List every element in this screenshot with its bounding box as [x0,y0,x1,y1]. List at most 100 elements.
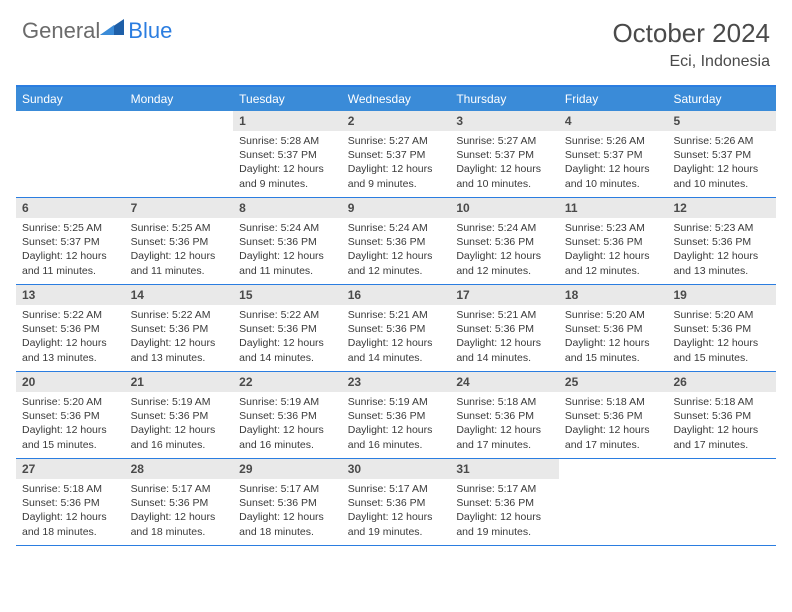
day-cell: 11Sunrise: 5:23 AMSunset: 5:36 PMDayligh… [559,198,668,284]
day-number: 6 [16,198,125,218]
day-details: Sunrise: 5:19 AMSunset: 5:36 PMDaylight:… [342,392,451,456]
day-cell [16,111,125,197]
dow-sunday: Sunday [16,87,125,111]
day-cell: 14Sunrise: 5:22 AMSunset: 5:36 PMDayligh… [125,285,234,371]
day-number: 12 [667,198,776,218]
day-details: Sunrise: 5:19 AMSunset: 5:36 PMDaylight:… [125,392,234,456]
day-number: 14 [125,285,234,305]
day-details: Sunrise: 5:19 AMSunset: 5:36 PMDaylight:… [233,392,342,456]
day-cell: 16Sunrise: 5:21 AMSunset: 5:36 PMDayligh… [342,285,451,371]
day-cell: 12Sunrise: 5:23 AMSunset: 5:36 PMDayligh… [667,198,776,284]
day-number: 7 [125,198,234,218]
day-cell [667,459,776,545]
day-number: 2 [342,111,451,131]
day-details: Sunrise: 5:17 AMSunset: 5:36 PMDaylight:… [233,479,342,543]
day-number: 31 [450,459,559,479]
dow-wednesday: Wednesday [342,87,451,111]
dow-thursday: Thursday [450,87,559,111]
day-details: Sunrise: 5:26 AMSunset: 5:37 PMDaylight:… [559,131,668,195]
day-number: 26 [667,372,776,392]
header: General Blue October 2024 Eci, Indonesia [0,0,792,79]
day-details: Sunrise: 5:28 AMSunset: 5:37 PMDaylight:… [233,131,342,195]
day-details: Sunrise: 5:18 AMSunset: 5:36 PMDaylight:… [16,479,125,543]
day-cell: 30Sunrise: 5:17 AMSunset: 5:36 PMDayligh… [342,459,451,545]
day-number: 13 [16,285,125,305]
day-cell: 26Sunrise: 5:18 AMSunset: 5:36 PMDayligh… [667,372,776,458]
day-number: 11 [559,198,668,218]
day-number [559,459,668,465]
day-cell: 15Sunrise: 5:22 AMSunset: 5:36 PMDayligh… [233,285,342,371]
day-details: Sunrise: 5:18 AMSunset: 5:36 PMDaylight:… [667,392,776,456]
day-details: Sunrise: 5:20 AMSunset: 5:36 PMDaylight:… [559,305,668,369]
day-number: 15 [233,285,342,305]
day-details: Sunrise: 5:17 AMSunset: 5:36 PMDaylight:… [450,479,559,543]
day-details: Sunrise: 5:24 AMSunset: 5:36 PMDaylight:… [233,218,342,282]
day-number: 9 [342,198,451,218]
day-number: 24 [450,372,559,392]
day-of-week-row: SundayMondayTuesdayWednesdayThursdayFrid… [16,87,776,111]
day-cell: 10Sunrise: 5:24 AMSunset: 5:36 PMDayligh… [450,198,559,284]
day-cell [125,111,234,197]
brand-mark-icon [100,17,126,42]
day-details: Sunrise: 5:17 AMSunset: 5:36 PMDaylight:… [342,479,451,543]
day-details: Sunrise: 5:25 AMSunset: 5:36 PMDaylight:… [125,218,234,282]
day-number: 1 [233,111,342,131]
day-cell: 1Sunrise: 5:28 AMSunset: 5:37 PMDaylight… [233,111,342,197]
day-number: 18 [559,285,668,305]
calendar-grid: SundayMondayTuesdayWednesdayThursdayFrid… [16,85,776,546]
week-row: 6Sunrise: 5:25 AMSunset: 5:37 PMDaylight… [16,198,776,285]
day-details: Sunrise: 5:22 AMSunset: 5:36 PMDaylight:… [16,305,125,369]
day-cell: 19Sunrise: 5:20 AMSunset: 5:36 PMDayligh… [667,285,776,371]
day-number: 27 [16,459,125,479]
day-cell: 23Sunrise: 5:19 AMSunset: 5:36 PMDayligh… [342,372,451,458]
day-number [125,111,234,117]
day-details: Sunrise: 5:23 AMSunset: 5:36 PMDaylight:… [667,218,776,282]
day-cell: 31Sunrise: 5:17 AMSunset: 5:36 PMDayligh… [450,459,559,545]
day-details: Sunrise: 5:26 AMSunset: 5:37 PMDaylight:… [667,131,776,195]
day-cell: 2Sunrise: 5:27 AMSunset: 5:37 PMDaylight… [342,111,451,197]
day-number: 25 [559,372,668,392]
day-number: 19 [667,285,776,305]
brand-text-1: General [22,18,100,44]
day-cell: 25Sunrise: 5:18 AMSunset: 5:36 PMDayligh… [559,372,668,458]
day-cell: 17Sunrise: 5:21 AMSunset: 5:36 PMDayligh… [450,285,559,371]
day-details: Sunrise: 5:22 AMSunset: 5:36 PMDaylight:… [233,305,342,369]
day-number: 21 [125,372,234,392]
day-details: Sunrise: 5:21 AMSunset: 5:36 PMDaylight:… [450,305,559,369]
day-cell: 8Sunrise: 5:24 AMSunset: 5:36 PMDaylight… [233,198,342,284]
day-number: 22 [233,372,342,392]
day-cell [559,459,668,545]
day-number: 29 [233,459,342,479]
day-cell: 28Sunrise: 5:17 AMSunset: 5:36 PMDayligh… [125,459,234,545]
dow-saturday: Saturday [667,87,776,111]
day-cell: 7Sunrise: 5:25 AMSunset: 5:36 PMDaylight… [125,198,234,284]
week-row: 13Sunrise: 5:22 AMSunset: 5:36 PMDayligh… [16,285,776,372]
day-number: 5 [667,111,776,131]
day-number: 20 [16,372,125,392]
day-number [667,459,776,465]
day-details: Sunrise: 5:24 AMSunset: 5:36 PMDaylight:… [450,218,559,282]
day-cell: 3Sunrise: 5:27 AMSunset: 5:37 PMDaylight… [450,111,559,197]
dow-tuesday: Tuesday [233,87,342,111]
day-details: Sunrise: 5:23 AMSunset: 5:36 PMDaylight:… [559,218,668,282]
day-cell: 9Sunrise: 5:24 AMSunset: 5:36 PMDaylight… [342,198,451,284]
dow-monday: Monday [125,87,234,111]
day-details: Sunrise: 5:27 AMSunset: 5:37 PMDaylight:… [342,131,451,195]
day-cell: 18Sunrise: 5:20 AMSunset: 5:36 PMDayligh… [559,285,668,371]
day-details: Sunrise: 5:25 AMSunset: 5:37 PMDaylight:… [16,218,125,282]
day-cell: 13Sunrise: 5:22 AMSunset: 5:36 PMDayligh… [16,285,125,371]
day-details: Sunrise: 5:21 AMSunset: 5:36 PMDaylight:… [342,305,451,369]
day-details: Sunrise: 5:20 AMSunset: 5:36 PMDaylight:… [16,392,125,456]
day-details: Sunrise: 5:17 AMSunset: 5:36 PMDaylight:… [125,479,234,543]
day-number: 8 [233,198,342,218]
day-details: Sunrise: 5:27 AMSunset: 5:37 PMDaylight:… [450,131,559,195]
day-number: 28 [125,459,234,479]
day-number: 23 [342,372,451,392]
month-title: October 2024 [612,18,770,49]
dow-friday: Friday [559,87,668,111]
day-details: Sunrise: 5:20 AMSunset: 5:36 PMDaylight:… [667,305,776,369]
day-number: 10 [450,198,559,218]
week-row: 1Sunrise: 5:28 AMSunset: 5:37 PMDaylight… [16,111,776,198]
week-row: 20Sunrise: 5:20 AMSunset: 5:36 PMDayligh… [16,372,776,459]
day-cell: 29Sunrise: 5:17 AMSunset: 5:36 PMDayligh… [233,459,342,545]
